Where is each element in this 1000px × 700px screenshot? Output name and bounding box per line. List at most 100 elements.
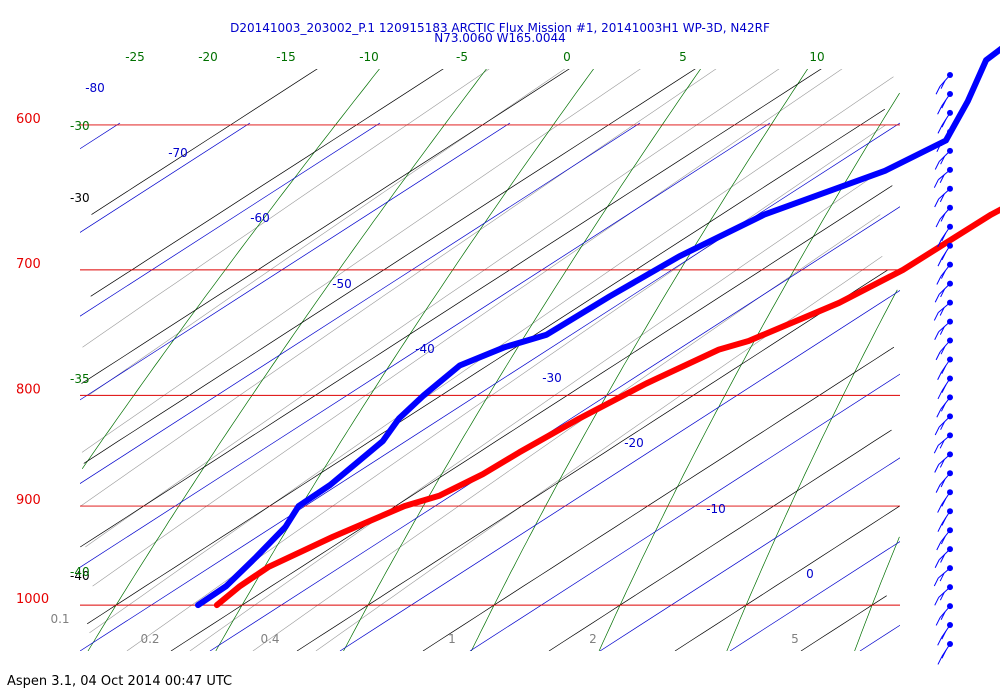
dry-adiabat-line [854,536,900,651]
isotherm-line [422,346,895,651]
wind-barb [937,489,953,513]
mixing-ratio-label: 0.4 [260,632,279,646]
pressure-label-800: 800 [16,382,41,397]
mixing-ratio-line [81,69,641,453]
saturated-adiabat-label: -70 [168,146,188,160]
saturated-adiabat-line [80,122,511,401]
pressure-label-1000: 1000 [16,592,49,607]
wind-barb [933,166,953,188]
wind-barb [937,622,953,646]
isotherm-label: -40 [70,569,90,583]
isotherm-line [80,69,822,548]
dry-adiabat-line [598,92,900,651]
wind-barb [934,147,953,170]
saturated-adiabat-label: -20 [624,436,644,450]
saturated-adiabat-label: -30 [542,371,562,385]
wind-barb [936,527,953,551]
wind-barb [934,451,953,473]
wind-barb [934,413,953,436]
saturated-adiabat-label: -10 [706,502,726,516]
saturated-adiabat-line [990,123,1000,651]
saturated-adiabat-label: -50 [332,277,352,291]
isotherm-line [170,185,893,651]
mixing-ratio-label: 1 [448,632,456,646]
wind-barb [937,242,953,267]
dry-adiabat-label: -35 [70,372,90,386]
saturated-adiabat-line [80,122,251,233]
dry-adiabat-line [215,69,594,651]
dry-adiabat-label: -20 [198,50,218,64]
wind-barb [933,432,953,454]
saturated-adiabat-label: -80 [85,81,105,95]
saturated-adiabat-lines [80,122,1000,651]
wind-barb [936,261,953,285]
mixing-ratio-line [88,69,566,396]
wind-barb [935,72,953,95]
saturated-adiabat-line [80,122,641,485]
mixing-ratio-label: 2 [589,632,597,646]
mixing-ratio-label: 0.2 [140,632,159,646]
dry-adiabat-line [470,69,808,651]
pressure-label-900: 900 [16,493,41,508]
wind-barb [935,204,953,228]
pressure-label-700: 700 [16,257,41,272]
wind-barb [937,223,953,248]
mixing-ratio-line [92,69,843,587]
dry-adiabat-label: -5 [456,50,468,64]
isotherm-lines [80,69,900,651]
wind-barb [937,109,953,134]
dry-adiabat-label: -30 [70,119,90,133]
sounding-profiles [195,45,1000,609]
footer-caption: Aspen 3.1, 04 Oct 2014 00:47 UTC [7,674,232,689]
wind-barb [933,299,953,321]
dry-adiabat-label: 10 [809,50,824,64]
dry-adiabat-label: 5 [679,50,687,64]
wind-barb [934,185,953,208]
saturated-adiabat-line [859,624,900,651]
isotherm-line [548,429,892,651]
wind-barb [936,128,953,152]
saturated-adiabat-line [339,289,900,651]
wind-barb [935,470,953,493]
wind-barb [933,565,953,587]
pressure-label-600: 600 [16,112,41,127]
saturated-adiabat-line [599,457,900,651]
isotherm-label: -30 [70,191,90,205]
wind-barb [935,603,953,626]
wind-barb [935,337,953,361]
mixing-ratio-line [189,170,882,651]
mixing-ratio-line [315,256,883,651]
wind-barb [934,546,953,568]
isotherm-line [674,505,900,651]
chart-subtitle: N73.0060 W165.0044 [434,31,566,45]
wind-barbs [933,72,953,665]
dry-adiabat-line [81,69,380,469]
wind-barb [937,641,953,665]
saturated-adiabat-line [80,122,381,317]
saturated-adiabat-line [729,541,900,651]
wind-barb [934,584,953,606]
dewpoint-profile [195,45,1000,609]
wind-barb [936,394,953,418]
wind-barb [937,375,953,400]
wind-barb [934,318,953,340]
mixing-ratio-line [252,214,881,651]
saturated-adiabat-label: -60 [250,211,270,225]
isobar-lines [80,124,900,606]
isotherm-line [91,69,318,215]
saturated-adiabat-line [80,122,771,568]
mixing-ratio-label: 5 [791,632,799,646]
dry-adiabat-lines [81,69,900,651]
saturated-adiabat-label: -40 [415,342,435,356]
mixing-ratio-lines [80,69,894,651]
dry-adiabat-label: -15 [276,50,296,64]
saturated-adiabat-line [209,206,900,651]
temperature-profile [213,206,1000,609]
dry-adiabat-label: -10 [359,50,379,64]
wind-barb [937,356,953,380]
dry-adiabat-label: -25 [125,50,145,64]
saturated-adiabat-line [469,373,900,651]
chart-title: D20141003_203002_P.1 120915183 ARCTIC Fl… [230,21,770,35]
dry-adiabat-line [343,69,701,651]
